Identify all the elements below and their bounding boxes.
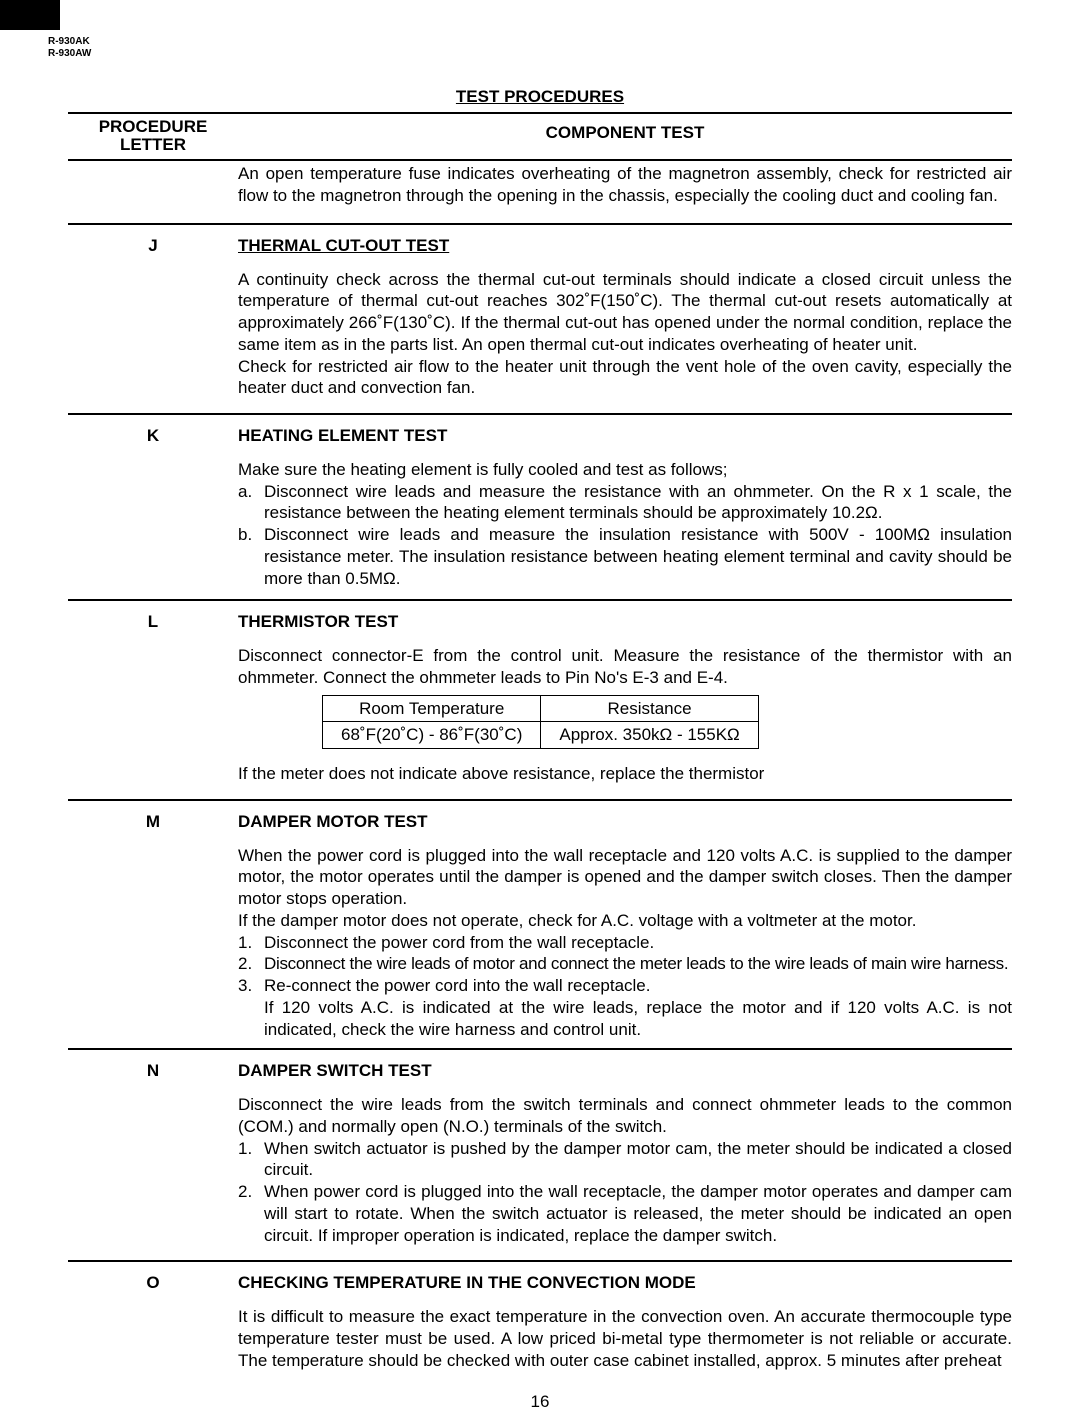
table-row: Room Temperature Resistance: [323, 695, 759, 722]
list-text: Re-connect the power cord into the wall …: [264, 975, 1012, 997]
procedure-letter: N: [68, 1060, 238, 1246]
rule: [68, 799, 1012, 801]
paragraph: When the power cord is plugged into the …: [238, 845, 1012, 910]
section-O: O CHECKING TEMPERATURE IN THE CONVECTION…: [68, 1272, 1012, 1371]
model-labels: R-930AK R-930AW: [48, 36, 91, 60]
page-number: 16: [68, 1391, 1012, 1413]
list-text: Disconnect the wire leads of motor and c…: [264, 953, 1012, 975]
list-marker: 1.: [238, 932, 264, 954]
corner-tab: [0, 0, 60, 30]
list-text: Disconnect wire leads and measure the re…: [264, 481, 1012, 525]
rule: [68, 159, 1012, 161]
section-L: L THERMISTOR TEST Disconnect connector-E…: [68, 611, 1012, 795]
paragraph: If 120 volts A.C. is indicated at the wi…: [238, 997, 1012, 1041]
procedure-letter: K: [68, 425, 238, 589]
list-marker: a.: [238, 481, 264, 525]
intro-paragraph: An open temperature fuse indicates overh…: [238, 163, 1012, 207]
rule: [68, 1048, 1012, 1050]
procedure-letter: L: [68, 611, 238, 795]
paragraph: If the damper motor does not operate, ch…: [238, 910, 1012, 932]
page-content: TEST PROCEDURES PROCEDURELETTER COMPONEN…: [0, 0, 1080, 1413]
table-cell: 68˚F(20˚C) - 86˚F(30˚C): [323, 722, 541, 749]
paragraph: Disconnect connector-E from the control …: [238, 645, 1012, 689]
section-J: J THERMAL CUT-OUT TEST A continuity chec…: [68, 235, 1012, 409]
list-item: 3. Re-connect the power cord into the wa…: [238, 975, 1012, 997]
section-heading: CHECKING TEMPERATURE IN THE CONVECTION M…: [238, 1272, 1012, 1294]
section-heading: THERMAL CUT-OUT TEST: [238, 235, 1012, 257]
table-header-row: PROCEDURELETTER COMPONENT TEST: [68, 116, 1012, 156]
rule: [68, 413, 1012, 415]
rule: [68, 112, 1012, 114]
table-row: 68˚F(20˚C) - 86˚F(30˚C) Approx. 350kΩ - …: [323, 722, 759, 749]
section-M: M DAMPER MOTOR TEST When the power cord …: [68, 811, 1012, 1041]
ordered-list: 1. When switch actuator is pushed by the…: [238, 1138, 1012, 1247]
model-line1: R-930AK: [48, 36, 91, 48]
list-text: When power cord is plugged into the wall…: [264, 1181, 1012, 1246]
list-text: Disconnect wire leads and measure the in…: [264, 524, 1012, 589]
paragraph: It is difficult to measure the exact tem…: [238, 1306, 1012, 1371]
list-marker: 3.: [238, 975, 264, 997]
ordered-list: a. Disconnect wire leads and measure the…: [238, 481, 1012, 590]
procedure-letter: O: [68, 1272, 238, 1371]
list-item: b. Disconnect wire leads and measure the…: [238, 524, 1012, 589]
list-item: 1. When switch actuator is pushed by the…: [238, 1138, 1012, 1182]
list-marker: 2.: [238, 1181, 264, 1246]
rule: [68, 223, 1012, 225]
list-item: a. Disconnect wire leads and measure the…: [238, 481, 1012, 525]
list-marker: 2.: [238, 953, 264, 975]
list-item: 2. When power cord is plugged into the w…: [238, 1181, 1012, 1246]
doc-title: TEST PROCEDURES: [68, 86, 1012, 108]
list-marker: b.: [238, 524, 264, 589]
list-item: 1. Disconnect the power cord from the wa…: [238, 932, 1012, 954]
section-heading: HEATING ELEMENT TEST: [238, 425, 1012, 447]
table-cell: Room Temperature: [323, 695, 541, 722]
paragraph: Disconnect the wire leads from the switc…: [238, 1094, 1012, 1138]
list-item: 2. Disconnect the wire leads of motor an…: [238, 953, 1012, 975]
table-cell: Resistance: [541, 695, 758, 722]
section-N: N DAMPER SWITCH TEST Disconnect the wire…: [68, 1060, 1012, 1246]
list-marker: 1.: [238, 1138, 264, 1182]
section-K: K HEATING ELEMENT TEST Make sure the hea…: [68, 425, 1012, 589]
section-heading: DAMPER MOTOR TEST: [238, 811, 1012, 833]
col-head-component: COMPONENT TEST: [238, 116, 1012, 156]
rule: [68, 599, 1012, 601]
col-head-procedure: PROCEDURELETTER: [68, 116, 238, 156]
list-text: When switch actuator is pushed by the da…: [264, 1138, 1012, 1182]
ordered-list: 1. Disconnect the power cord from the wa…: [238, 932, 1012, 997]
paragraph: If the meter does not indicate above res…: [238, 763, 1012, 785]
rule: [68, 1260, 1012, 1262]
model-line2: R-930AW: [48, 48, 91, 60]
section-heading: THERMISTOR TEST: [238, 611, 1012, 633]
section-heading: DAMPER SWITCH TEST: [238, 1060, 1012, 1082]
paragraph: A continuity check across the thermal cu…: [238, 269, 1012, 356]
paragraph: Check for restricted air flow to the hea…: [238, 356, 1012, 400]
thermistor-table: Room Temperature Resistance 68˚F(20˚C) -…: [322, 695, 759, 750]
paragraph: Make sure the heating element is fully c…: [238, 459, 1012, 481]
table-cell: Approx. 350kΩ - 155KΩ: [541, 722, 758, 749]
procedure-letter: J: [68, 235, 238, 409]
procedure-letter: M: [68, 811, 238, 1041]
list-text: Disconnect the power cord from the wall …: [264, 932, 1012, 954]
